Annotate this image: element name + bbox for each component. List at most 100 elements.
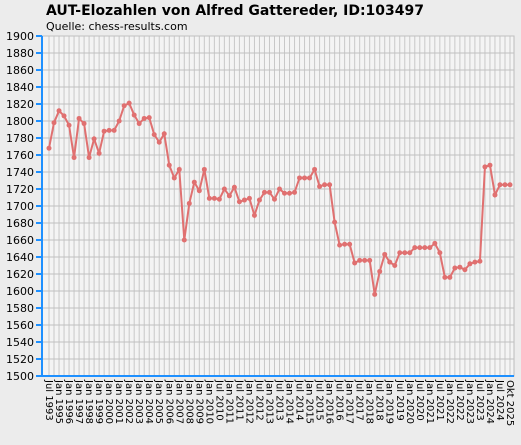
x-tick-label: Jul 2017	[354, 379, 365, 421]
point	[317, 183, 323, 189]
point	[432, 240, 438, 246]
point	[91, 136, 97, 142]
x-tick-label: Jan 2008	[183, 379, 194, 424]
point	[462, 267, 468, 273]
point	[236, 199, 242, 205]
x-tick-label: Jan 2012	[243, 379, 254, 424]
y-tick-label: 1780	[6, 132, 34, 145]
point	[442, 274, 448, 280]
point	[166, 162, 172, 168]
y-tick-label: 1880	[6, 47, 34, 60]
x-tick-label: Jan 2002	[123, 379, 134, 424]
point	[176, 166, 182, 172]
point	[66, 122, 72, 128]
point	[362, 257, 368, 263]
x-tick-label: Okt 2025	[504, 380, 515, 426]
point	[312, 166, 318, 172]
point	[96, 150, 102, 156]
y-tick-label: 1680	[6, 217, 34, 230]
x-tick-label: Jan 2003	[133, 379, 144, 424]
point	[487, 162, 493, 168]
x-tick-label: Jul 2020	[414, 379, 425, 421]
x-tick-label: Jan 2004	[143, 379, 154, 424]
point	[387, 259, 393, 265]
x-tick-label: Jul 1993	[43, 379, 54, 421]
x-tick-label: Jan 1996	[63, 379, 74, 424]
point	[216, 196, 222, 202]
point	[497, 182, 503, 188]
point	[56, 108, 62, 114]
x-tick-label: Jan 2023	[464, 379, 475, 424]
point	[231, 184, 237, 190]
point	[357, 257, 363, 263]
point	[502, 182, 508, 188]
x-tick-label: Jul 2015	[314, 379, 325, 421]
point	[61, 113, 67, 119]
point	[136, 121, 142, 127]
x-tick-label: Jan 2014	[284, 379, 295, 424]
x-tick-label: Jan 1995	[53, 379, 64, 424]
point	[422, 245, 428, 251]
x-tick-label: Jan 2010	[203, 379, 214, 424]
x-tick-label: Jan 2007	[173, 379, 184, 424]
point	[266, 189, 272, 195]
y-tick-label: 1500	[6, 370, 34, 383]
y-tick-label: 1720	[6, 183, 34, 196]
point	[352, 260, 358, 266]
point	[241, 197, 247, 203]
x-tick-label: Jan 2013	[263, 379, 274, 424]
point	[292, 189, 298, 195]
x-tick-label: Jan 1999	[93, 379, 104, 424]
point	[186, 200, 192, 206]
x-tick-label: Jan 2024	[484, 379, 495, 424]
x-tick-label: Jul 2016	[334, 379, 345, 421]
point	[342, 241, 348, 247]
point	[161, 131, 167, 137]
x-tick-label: Jan 1997	[73, 379, 84, 424]
point	[76, 115, 82, 121]
y-tick-label: 1640	[6, 251, 34, 264]
point	[211, 195, 217, 201]
point	[171, 175, 177, 181]
point	[277, 186, 282, 192]
point	[447, 274, 453, 280]
point	[181, 237, 187, 243]
point	[131, 112, 137, 118]
point	[492, 192, 498, 198]
point	[121, 103, 127, 109]
y-tick-label: 1580	[6, 302, 34, 315]
point	[156, 139, 162, 145]
point	[377, 268, 383, 274]
point	[347, 241, 353, 247]
x-tick-label: Jan 1998	[83, 379, 94, 424]
x-tick-label: Jan 2018	[364, 379, 375, 424]
point	[327, 182, 333, 188]
point	[332, 219, 338, 225]
point	[141, 115, 147, 121]
x-tick-label: Jul 2019	[394, 379, 405, 421]
point	[256, 197, 262, 203]
y-tick-label: 1900	[6, 30, 34, 43]
y-tick-label: 1700	[6, 200, 34, 213]
point	[51, 120, 57, 126]
y-tick-label: 1520	[6, 353, 34, 366]
point	[106, 127, 112, 133]
point	[101, 128, 107, 134]
point	[151, 132, 157, 138]
chart-subtitle: Quelle: chess-results.com	[46, 20, 188, 33]
point	[126, 100, 132, 106]
x-tick-label: Jul 2023	[474, 379, 485, 421]
point	[221, 186, 227, 192]
x-tick-label: Jul 2014	[294, 379, 305, 421]
point	[412, 245, 418, 251]
point	[246, 195, 252, 201]
point	[282, 190, 288, 196]
x-tick-label: Jul 2018	[374, 379, 385, 421]
x-tick-label: Jan 2016	[324, 379, 335, 424]
point	[407, 250, 413, 256]
x-tick-label: Jul 2022	[454, 379, 465, 421]
x-tick-label: Jan 2006	[163, 379, 174, 424]
x-tick-label: Jan 2017	[344, 379, 355, 424]
point	[477, 258, 483, 264]
